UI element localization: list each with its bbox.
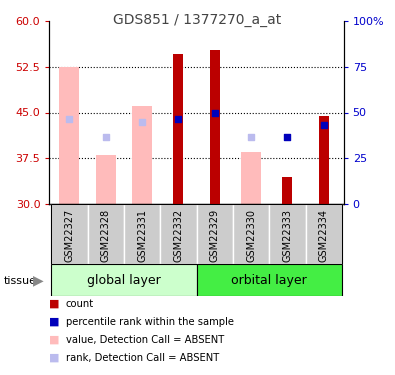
Text: orbital layer: orbital layer [231, 274, 307, 287]
Bar [51, 204, 88, 264]
Bar [269, 204, 305, 264]
Bar [210, 50, 220, 204]
Text: ■: ■ [49, 335, 60, 345]
Text: count: count [66, 299, 94, 309]
Bar [233, 204, 269, 264]
Bar [59, 67, 79, 204]
Bar [96, 155, 116, 204]
Bar [241, 152, 261, 204]
Bar [319, 116, 329, 204]
Text: GSM22333: GSM22333 [282, 209, 292, 262]
Text: GSM22332: GSM22332 [173, 209, 183, 262]
Bar [51, 264, 197, 296]
Text: GSM22330: GSM22330 [246, 209, 256, 262]
Text: ■: ■ [49, 317, 60, 327]
Point [248, 134, 254, 140]
Text: rank, Detection Call = ABSENT: rank, Detection Call = ABSENT [66, 353, 219, 363]
Text: tissue: tissue [4, 276, 37, 285]
Point [139, 118, 145, 124]
Point [175, 116, 182, 122]
Point [320, 122, 327, 128]
Bar [173, 54, 183, 204]
Text: GSM22331: GSM22331 [137, 209, 147, 262]
Bar [305, 204, 342, 264]
Bar [282, 177, 292, 204]
Bar [124, 204, 160, 264]
Point [284, 134, 290, 140]
Point [66, 116, 73, 122]
Text: percentile rank within the sample: percentile rank within the sample [66, 317, 234, 327]
Bar [197, 204, 233, 264]
Text: GSM22334: GSM22334 [319, 209, 329, 262]
Text: GSM22329: GSM22329 [210, 209, 220, 262]
Text: global layer: global layer [87, 274, 161, 287]
Text: value, Detection Call = ABSENT: value, Detection Call = ABSENT [66, 335, 224, 345]
Text: GSM22328: GSM22328 [101, 209, 111, 262]
Text: ▶: ▶ [33, 273, 43, 288]
Bar [132, 106, 152, 204]
Text: GDS851 / 1377270_a_at: GDS851 / 1377270_a_at [113, 13, 282, 27]
Text: ■: ■ [49, 299, 60, 309]
Bar [197, 264, 342, 296]
Point [103, 134, 109, 140]
Point [211, 110, 218, 116]
Bar [160, 204, 197, 264]
Text: ■: ■ [49, 353, 60, 363]
Bar [88, 204, 124, 264]
Text: GSM22327: GSM22327 [64, 209, 74, 262]
